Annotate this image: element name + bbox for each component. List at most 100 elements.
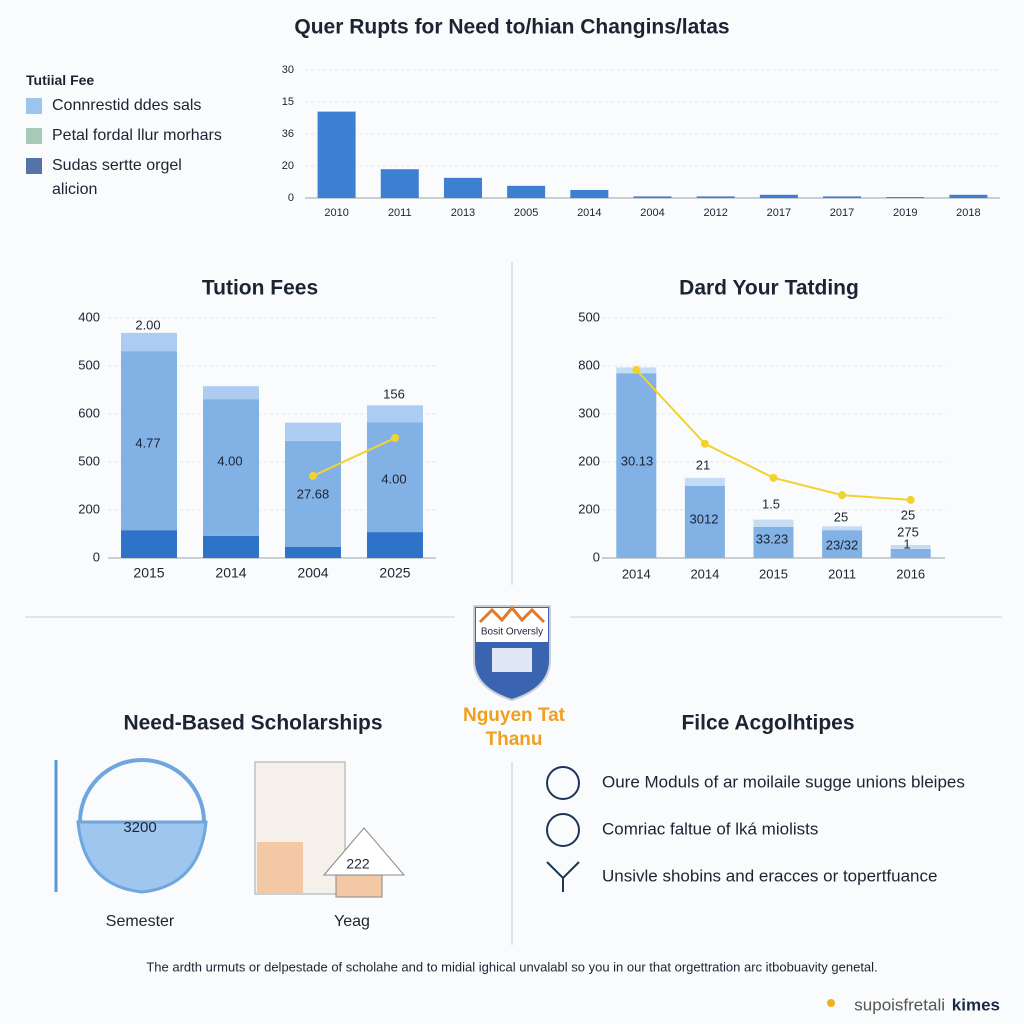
legend-text: Connrestid ddes sals xyxy=(52,97,202,114)
feature-text: Oure Moduls of ar moilaile sugge unions … xyxy=(602,772,965,791)
legend-swatch xyxy=(26,158,42,174)
bar-segment xyxy=(753,526,794,558)
y-tick-label: 20 xyxy=(282,160,294,172)
logo-name: Thanu xyxy=(486,729,543,750)
legend-item: Connrestid ddes sals xyxy=(26,94,226,118)
bar xyxy=(633,196,672,198)
y-tick-label: 0 xyxy=(593,549,600,564)
y-tick-label: 0 xyxy=(93,549,100,564)
x-tick-label: 2012 xyxy=(703,207,727,219)
bar-segment xyxy=(285,440,341,547)
bar-segment xyxy=(367,532,423,558)
bar-segment xyxy=(121,530,177,558)
legend-item: Petal fordal llur morhars xyxy=(26,124,226,148)
bar-segment xyxy=(822,530,863,558)
bar xyxy=(570,190,609,198)
amount: 3200 xyxy=(123,819,156,836)
legend-item: Sudas sertte orgel alicion xyxy=(26,154,226,202)
feature-icon xyxy=(546,766,580,800)
annotation: 25 xyxy=(834,509,848,524)
bar-segment xyxy=(616,373,657,558)
legend-text: Petal fordal llur morhars xyxy=(52,127,222,144)
line-point xyxy=(700,439,709,448)
bar xyxy=(823,196,862,198)
line xyxy=(312,437,396,477)
icon-label: Yeag xyxy=(334,913,370,930)
bar-segment xyxy=(203,386,259,400)
x-tick-label: 2014 xyxy=(690,566,719,581)
bar-segment xyxy=(203,399,259,536)
x-tick-label: 2017 xyxy=(767,207,791,219)
line-point xyxy=(632,365,641,374)
x-tick-label: 2019 xyxy=(893,207,917,219)
section-title: Need-Based Scholarships xyxy=(123,712,382,735)
annotation: 23/32 xyxy=(826,537,859,552)
icon-house xyxy=(335,874,383,898)
annotation: 25 xyxy=(901,507,915,522)
bar-segment xyxy=(753,519,794,527)
line-point xyxy=(309,471,317,480)
icon-basin xyxy=(78,758,206,823)
y-tick-label: 300 xyxy=(578,405,600,420)
x-tick-label: 2011 xyxy=(828,566,856,581)
icon-books xyxy=(257,842,303,894)
bar xyxy=(443,177,482,198)
bar-segment xyxy=(121,332,177,352)
icon-label: Semester xyxy=(106,913,175,930)
legend: Tutiial Fee Connrestid ddes sals Petal fo… xyxy=(26,72,226,208)
brand: supoisfretali xyxy=(854,995,945,1014)
x-tick-label: 2014 xyxy=(577,207,601,219)
logo-crown xyxy=(478,605,546,624)
annotation: 2.00 xyxy=(135,317,160,332)
chart-title: Quer Rupts for Need to/hian Changins/lat… xyxy=(294,16,729,39)
bar-segment xyxy=(684,486,725,558)
bar-segment xyxy=(203,535,259,558)
annotation: 1.5 xyxy=(762,496,780,511)
amount: 222 xyxy=(346,856,370,872)
annotation: 4.00 xyxy=(217,453,242,468)
x-tick-label: 2017 xyxy=(830,207,854,219)
bar-segment xyxy=(890,545,931,549)
logo-building xyxy=(492,648,532,672)
brand-dot xyxy=(827,999,835,1007)
x-tick-label: 2004 xyxy=(640,207,664,219)
x-tick-label: 2014 xyxy=(215,565,246,581)
logo-crest: Bosit Orversly xyxy=(481,627,543,638)
section-title: Filce Acgolhtipes xyxy=(681,712,854,735)
x-tick-label: 2004 xyxy=(297,565,328,581)
x-tick-label: 2013 xyxy=(451,207,475,219)
y-tick-label: 600 xyxy=(78,405,100,420)
y-tick-label: 36 xyxy=(282,128,294,140)
y-tick-label: 200 xyxy=(578,501,600,516)
annotation: 4.00 xyxy=(381,471,406,486)
annotation: 3012 xyxy=(690,511,719,526)
annotation: 275 xyxy=(897,524,919,539)
bar xyxy=(507,185,546,198)
x-tick-label: 2025 xyxy=(379,565,410,581)
bar-segment xyxy=(684,477,725,486)
brand: kimes xyxy=(952,995,1000,1014)
x-tick-label: 2011 xyxy=(388,207,412,219)
line-point xyxy=(906,495,915,504)
bar-segment xyxy=(890,548,931,558)
y-tick-label: 400 xyxy=(78,309,100,324)
x-tick-label: 2015 xyxy=(133,565,164,581)
annotation: 21 xyxy=(696,457,710,472)
x-tick-label: 2015 xyxy=(759,566,788,581)
annotation: 1 xyxy=(903,536,910,551)
bar-segment xyxy=(367,405,423,423)
logo-band xyxy=(476,608,548,642)
legend-swatch xyxy=(26,98,42,114)
feature-icon xyxy=(546,813,580,847)
x-tick-label: 2014 xyxy=(622,566,651,581)
feature-text: Unsivle shobins and eracces or topertfua… xyxy=(602,866,937,885)
annotation: 156 xyxy=(383,386,405,401)
x-tick-label: 2016 xyxy=(896,566,925,581)
icon-basin xyxy=(76,820,208,894)
feature-icon xyxy=(546,861,580,892)
bar xyxy=(949,194,988,198)
footer-text: The ardth urmuts or delpestade of schola… xyxy=(146,959,877,974)
bar xyxy=(696,196,735,198)
